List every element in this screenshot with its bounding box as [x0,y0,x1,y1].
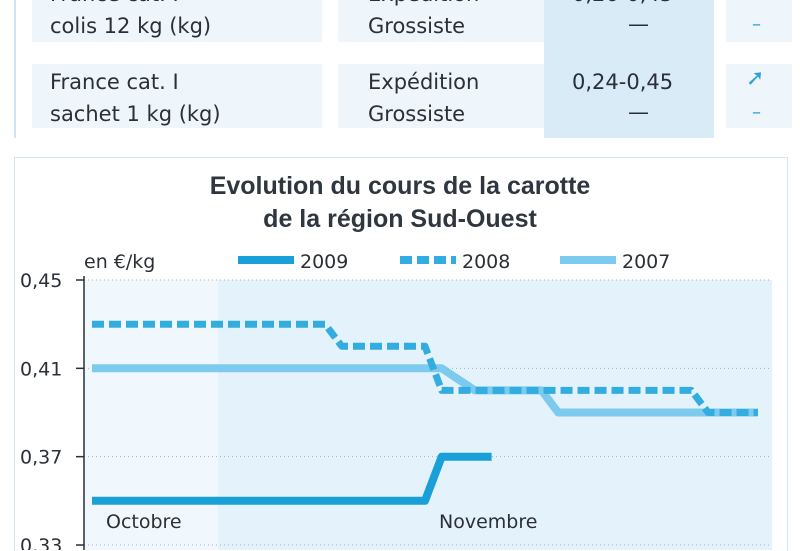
stage-label: Grossiste [368,14,466,38]
table-row: France cat. I sachet 1 kg (kg) Expéditio… [32,64,792,132]
legend-label-2008: 2008 [462,251,510,273]
y-tick-label: 0,41 [20,358,62,380]
chart-title: Evolution du cours de la carotte [209,172,591,200]
arrow-up-right-icon: ➚ [746,66,765,91]
price-column-bg [544,0,714,138]
series-line-2007 [92,364,758,417]
arrow-up-right-icon: ➚ [746,0,764,1]
chart-subtitle: de la région Sud-Ouest [263,205,537,233]
price-range: 0,24-0,45 [572,70,674,94]
product-packaging: sachet 1 kg (kg) [50,102,221,126]
legend-label-2007: 2007 [622,251,670,273]
x-period-label: Novembre [439,511,537,533]
series-line-2008 [92,320,758,416]
x-period-label: Octobre [106,511,182,533]
dash-icon: – [752,14,761,35]
table-row: France cat. I colis 12 kg (kg) Expéditio… [32,0,792,46]
stage-label: Expédition [368,70,480,94]
y-axis-label: en €/kg [84,251,155,273]
y-tick-label: 0,45 [20,270,62,292]
dash-icon: – [752,102,761,123]
y-tick-label: 0,37 [20,447,62,469]
price-empty: — [628,100,649,124]
product-name: France cat. I [50,0,179,10]
series-line-2009 [92,452,492,505]
plot-highlight-band [84,280,218,550]
y-tick-label: 0,33 [20,535,62,550]
price-empty: — [628,12,649,36]
product-name: France cat. I [50,70,179,94]
price-table: France cat. I colis 12 kg (kg) Expéditio… [14,0,792,138]
product-packaging: colis 12 kg (kg) [50,14,212,38]
stage-label: Grossiste [368,102,466,126]
price-range: 0,26-0,45 [572,0,673,10]
legend-label-2009: 2009 [300,251,348,273]
stage-label: Expédition [368,0,479,10]
